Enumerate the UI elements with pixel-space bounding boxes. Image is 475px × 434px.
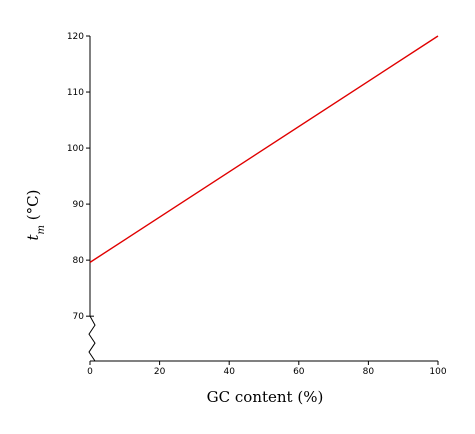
y-axis-title-var: t [24, 233, 42, 240]
x-tick-label-100: 100 [429, 367, 446, 377]
x-tick-label-0: 0 [87, 367, 93, 377]
y-tick-label-110: 110 [67, 88, 84, 98]
x-tick-label-80: 80 [363, 367, 375, 377]
y-axis-title: tm (°C) [24, 190, 47, 241]
y-tick-label-100: 100 [67, 144, 84, 154]
x-axis-title: GC content (%) [207, 388, 324, 406]
x-tick-label-60: 60 [293, 367, 305, 377]
y-tick-label-90: 90 [73, 200, 85, 210]
series-line-0 [89, 35, 439, 263]
y-tick-label-120: 120 [67, 32, 84, 42]
x-tick-label-20: 20 [154, 367, 166, 377]
y-axis-title-unit: (°C) [24, 190, 42, 225]
y-tick-label-70: 70 [73, 312, 85, 322]
y-axis-break [88, 315, 96, 362]
series [89, 35, 439, 263]
y-axis-title-sub: m [36, 225, 47, 234]
ticks: 0 20 40 60 80 100 70 80 90 100 110 120 [67, 32, 447, 377]
axes [88, 36, 438, 362]
y-tick-label-80: 80 [73, 256, 85, 266]
x-tick-label-40: 40 [223, 367, 235, 377]
